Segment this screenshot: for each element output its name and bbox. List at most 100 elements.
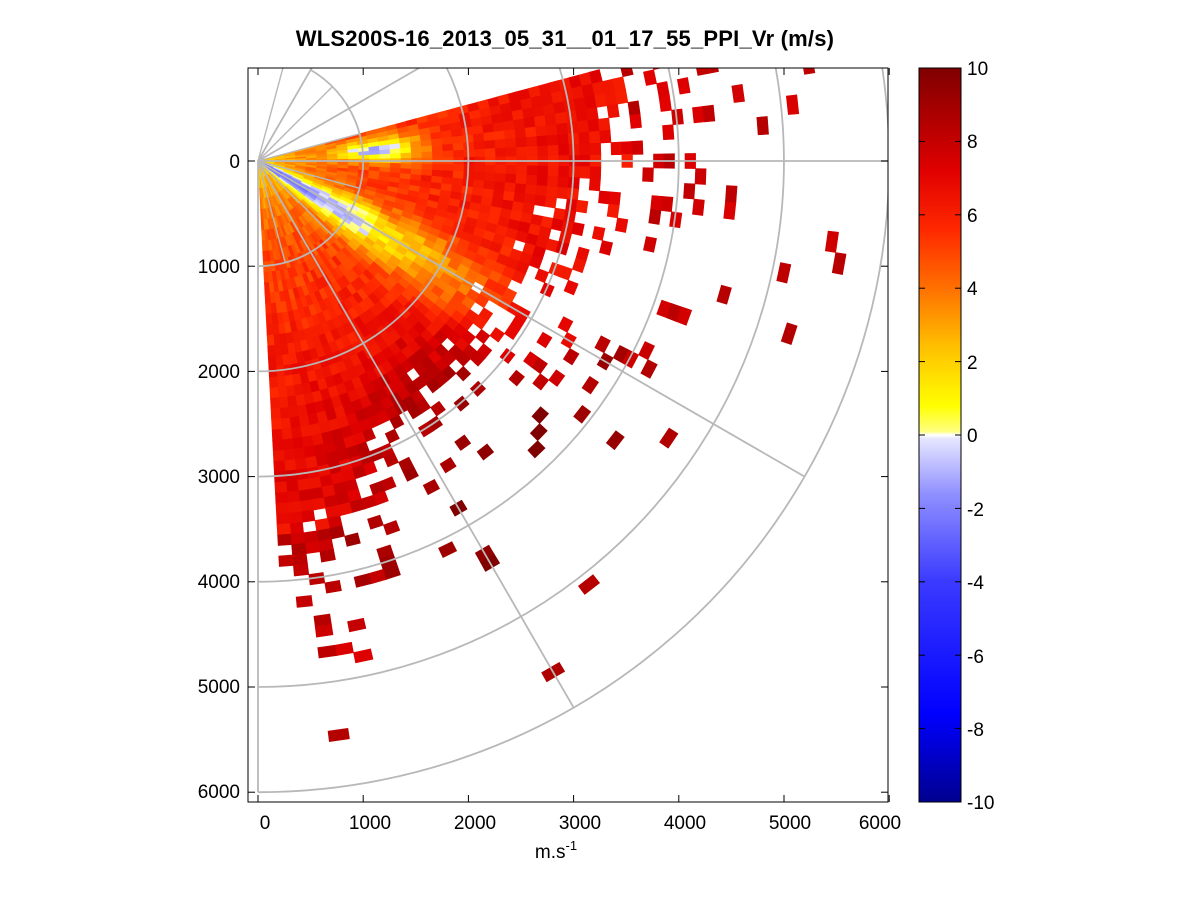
velocity-cell	[262, 261, 269, 273]
radial-spoke	[257, 160, 806, 478]
velocity-cell	[379, 153, 391, 160]
velocity-cell	[505, 164, 518, 175]
velocity-cell	[353, 648, 374, 664]
velocity-cell	[277, 533, 292, 546]
velocity-cell	[532, 105, 546, 118]
velocity-cell	[537, 165, 549, 177]
velocity-cell	[314, 624, 334, 638]
x-axis-label-base: m.s	[535, 842, 566, 863]
velocity-cell	[347, 617, 367, 633]
velocity-cell	[421, 151, 433, 159]
velocity-cell	[531, 406, 550, 425]
velocity-cell	[640, 359, 658, 379]
velocity-cell	[442, 150, 454, 159]
velocity-cell	[554, 111, 568, 125]
velocity-cell	[495, 147, 507, 158]
velocity-cell	[731, 83, 745, 103]
velocity-cell	[527, 440, 546, 459]
velocity-cell	[502, 120, 516, 132]
velocity-cell	[504, 129, 517, 140]
velocity-cell	[442, 143, 454, 152]
velocity-cell	[573, 404, 592, 424]
velocity-cell	[261, 240, 267, 252]
velocity-cell	[324, 579, 342, 594]
velocity-cell	[676, 306, 693, 326]
x-tick-label: 4000	[664, 813, 706, 834]
velocity-cell	[308, 572, 326, 586]
velocity-cell	[504, 324, 520, 341]
velocity-cell	[344, 532, 361, 547]
velocity-cell	[400, 152, 412, 159]
radial-spoke	[257, 160, 575, 709]
velocity-cell	[277, 386, 288, 399]
velocity-cell	[511, 269, 526, 285]
velocity-cell	[524, 184, 538, 196]
range-ring	[257, 68, 785, 688]
velocity-cell	[599, 240, 614, 256]
velocity-cell	[292, 553, 308, 566]
velocity-cell	[681, 45, 695, 63]
velocity-cell	[269, 387, 280, 399]
velocity-cell	[803, 68, 816, 75]
velocity-cell	[546, 134, 559, 147]
velocity-cell	[475, 328, 491, 345]
velocity-cell	[474, 148, 486, 158]
velocity-cell	[526, 165, 539, 176]
axis-ticks	[248, 68, 890, 802]
velocity-cell	[469, 380, 487, 397]
velocity-cell	[525, 136, 538, 148]
velocity-cell	[656, 81, 670, 98]
velocity-cell	[389, 148, 402, 155]
velocity-cell	[266, 334, 275, 347]
velocity-cell	[504, 173, 517, 184]
x-tick-label: 3000	[559, 813, 601, 834]
velocity-cell	[489, 327, 505, 343]
y-tick-label: 5000	[198, 677, 240, 698]
velocity-cell	[293, 447, 306, 460]
velocity-cell	[291, 542, 307, 556]
velocity-cell	[337, 155, 349, 160]
velocity-cell	[545, 185, 559, 199]
velocity-cell	[643, 69, 657, 86]
velocity-cell	[463, 149, 476, 158]
velocity-cell	[578, 131, 591, 145]
velocity-cell	[571, 222, 585, 237]
velocity-cell	[283, 459, 297, 472]
velocity-cell	[702, 104, 716, 123]
range-ring	[257, 68, 575, 478]
velocity-cell	[276, 523, 291, 536]
velocity-cell	[367, 514, 384, 530]
velocity-cell	[547, 144, 560, 157]
axes-frame	[247, 67, 889, 803]
velocity-cell	[271, 428, 283, 441]
velocity-cell	[627, 100, 641, 116]
velocity-cell	[329, 525, 345, 540]
velocity-cell	[278, 396, 289, 409]
velocity-cell	[267, 345, 276, 357]
velocity-cell	[529, 423, 548, 442]
velocity-cell	[334, 641, 354, 656]
velocity-cell	[534, 268, 550, 284]
velocity-cell	[716, 284, 732, 305]
velocity-cell	[400, 163, 412, 170]
velocity-cell	[411, 163, 423, 170]
velocity-cell	[692, 198, 705, 216]
velocity-cell	[515, 137, 528, 148]
velocity-cell	[438, 541, 458, 559]
velocity-cell	[289, 416, 301, 429]
y-tick-label: 1000	[198, 257, 240, 278]
velocity-cell	[648, 208, 662, 225]
velocity-cell	[526, 146, 539, 157]
velocity-cell	[577, 120, 590, 134]
velocity-cell	[411, 152, 423, 159]
velocity-cell	[692, 106, 705, 124]
velocity-cell	[279, 407, 290, 420]
velocity-cell	[514, 127, 527, 139]
velocity-cell	[662, 124, 675, 141]
velocity-cell	[383, 520, 401, 536]
velocity-cell	[513, 118, 526, 130]
velocity-cell	[547, 165, 560, 178]
colorbar-tick-label: 2	[967, 353, 978, 374]
velocity-cell	[556, 186, 569, 200]
